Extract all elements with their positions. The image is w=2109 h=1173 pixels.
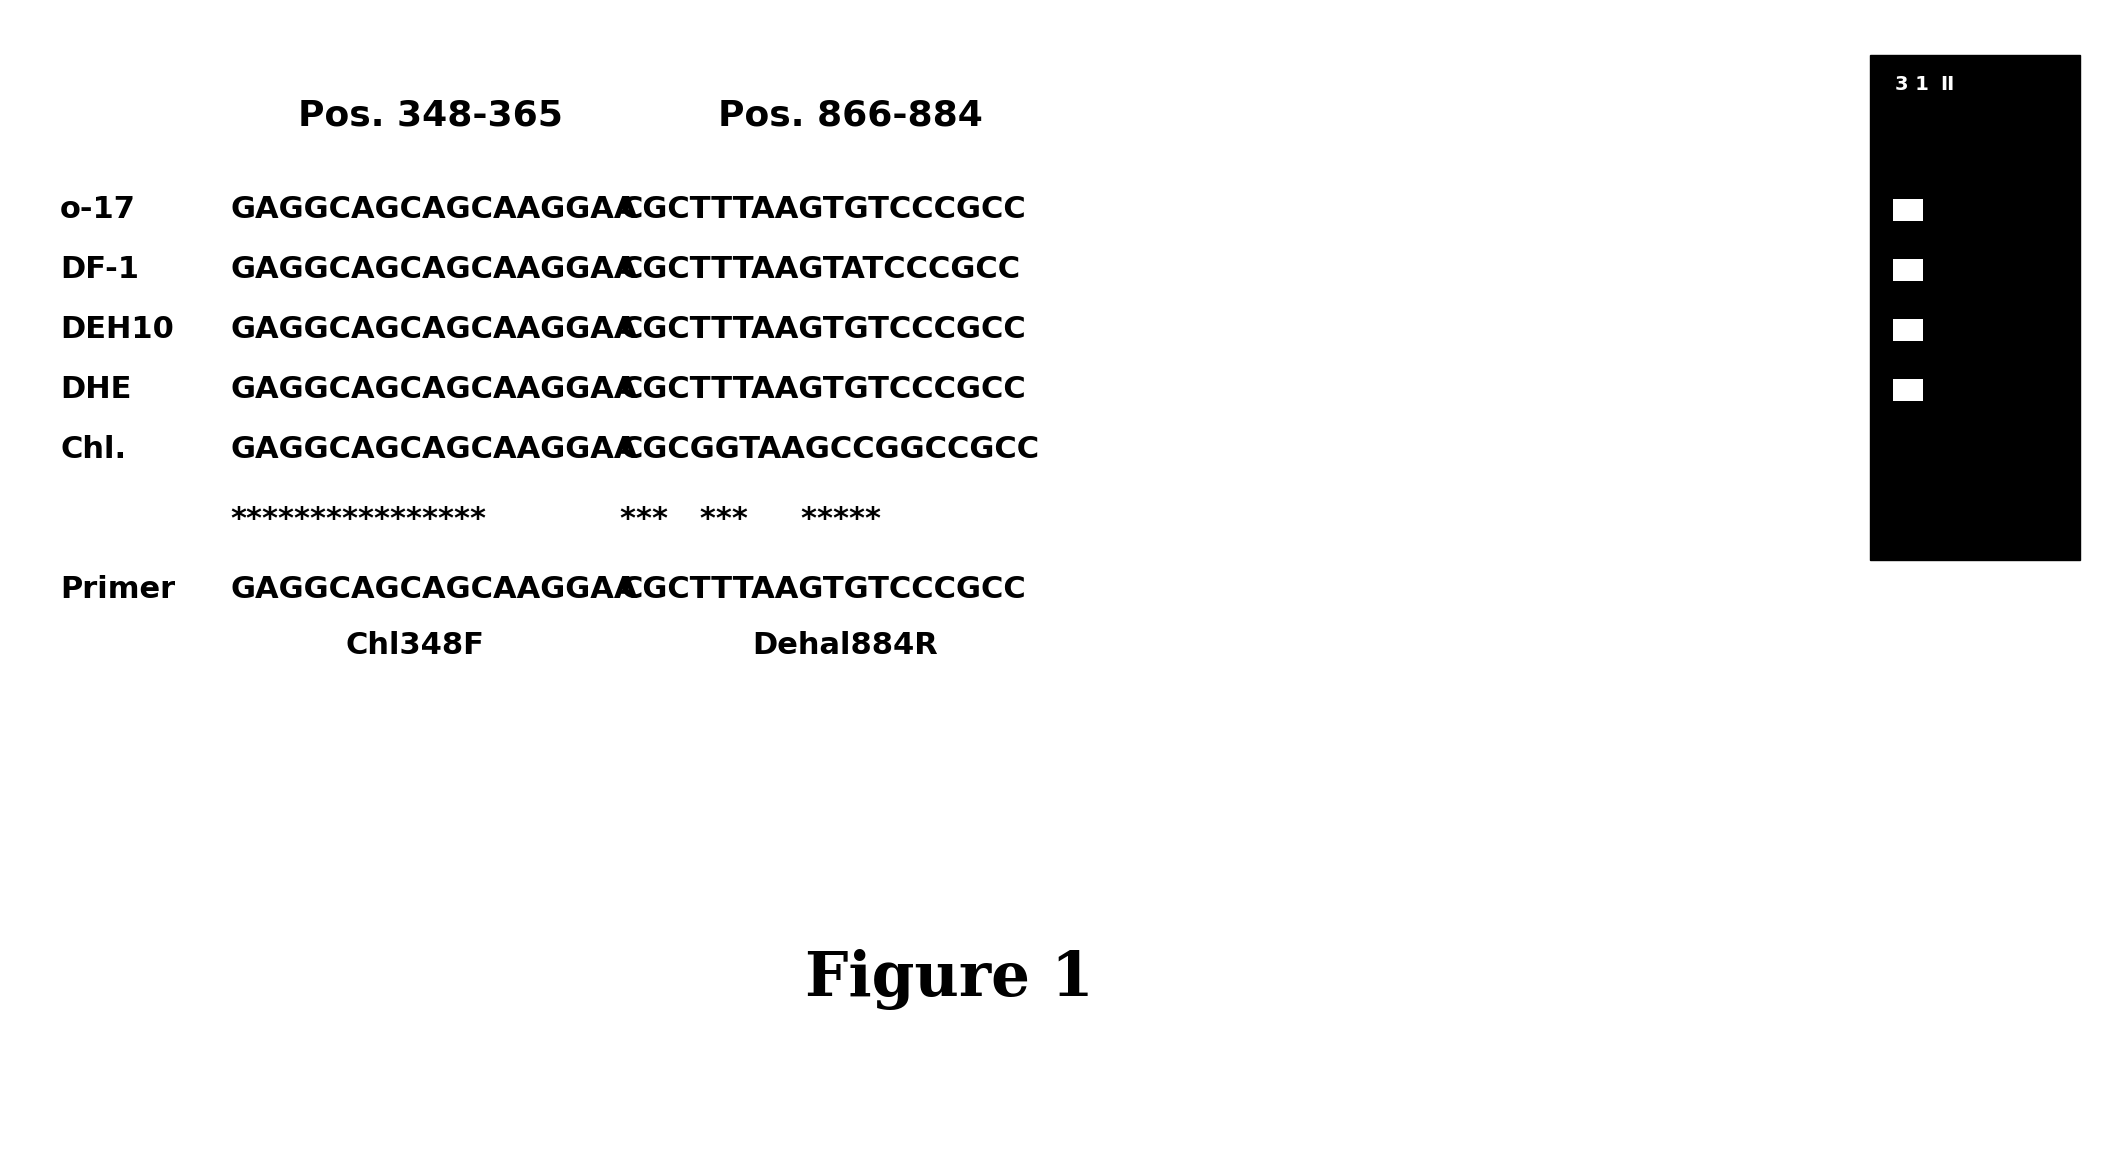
Text: Chl.: Chl. bbox=[59, 435, 127, 465]
Text: Chl348F: Chl348F bbox=[346, 631, 485, 659]
Text: CGCGGTAAGCCGGCCGCC: CGCGGTAAGCCGGCCGCC bbox=[620, 435, 1040, 465]
Text: 3 1: 3 1 bbox=[1896, 75, 1930, 94]
Text: ***   ***     *****: *** *** ***** bbox=[620, 506, 882, 535]
Bar bbox=[1894, 319, 1923, 341]
Text: GAGGCAGCAGCAAGGAA: GAGGCAGCAGCAAGGAA bbox=[230, 316, 637, 345]
Text: CGCTTTAAGTGTCCCGCC: CGCTTTAAGTGTCCCGCC bbox=[620, 576, 1025, 604]
Text: Pos. 866-884: Pos. 866-884 bbox=[717, 99, 983, 133]
Text: GAGGCAGCAGCAAGGAA: GAGGCAGCAGCAAGGAA bbox=[230, 375, 637, 405]
Bar bbox=[1894, 379, 1923, 401]
Text: Figure 1: Figure 1 bbox=[806, 949, 1092, 1010]
Text: o-17: o-17 bbox=[59, 196, 135, 224]
Text: GAGGCAGCAGCAAGGAA: GAGGCAGCAGCAAGGAA bbox=[230, 435, 637, 465]
Text: DEH10: DEH10 bbox=[59, 316, 173, 345]
Text: DF-1: DF-1 bbox=[59, 256, 139, 285]
Text: GAGGCAGCAGCAAGGAA: GAGGCAGCAGCAAGGAA bbox=[230, 256, 637, 285]
Text: CGCTTTAAGTGTCCCGCC: CGCTTTAAGTGTCCCGCC bbox=[620, 316, 1025, 345]
Text: Dehal884R: Dehal884R bbox=[753, 631, 939, 659]
Text: CGCTTTAAGTGTCCCGCC: CGCTTTAAGTGTCCCGCC bbox=[620, 196, 1025, 224]
Bar bbox=[1894, 199, 1923, 221]
Text: CGCTTTAAGTGTCCCGCC: CGCTTTAAGTGTCCCGCC bbox=[620, 375, 1025, 405]
Bar bbox=[1894, 259, 1923, 282]
Bar bbox=[1871, 55, 2079, 560]
Text: DHE: DHE bbox=[59, 375, 131, 405]
Text: II: II bbox=[1940, 75, 1955, 94]
Text: Pos. 348-365: Pos. 348-365 bbox=[297, 99, 563, 133]
Text: ****************: **************** bbox=[230, 506, 485, 535]
Text: GAGGCAGCAGCAAGGAA: GAGGCAGCAGCAAGGAA bbox=[230, 196, 637, 224]
Text: GAGGCAGCAGCAAGGAA: GAGGCAGCAGCAAGGAA bbox=[230, 576, 637, 604]
Text: CGCTTTAAGTATCCCGCC: CGCTTTAAGTATCCCGCC bbox=[620, 256, 1021, 285]
Text: Primer: Primer bbox=[59, 576, 175, 604]
